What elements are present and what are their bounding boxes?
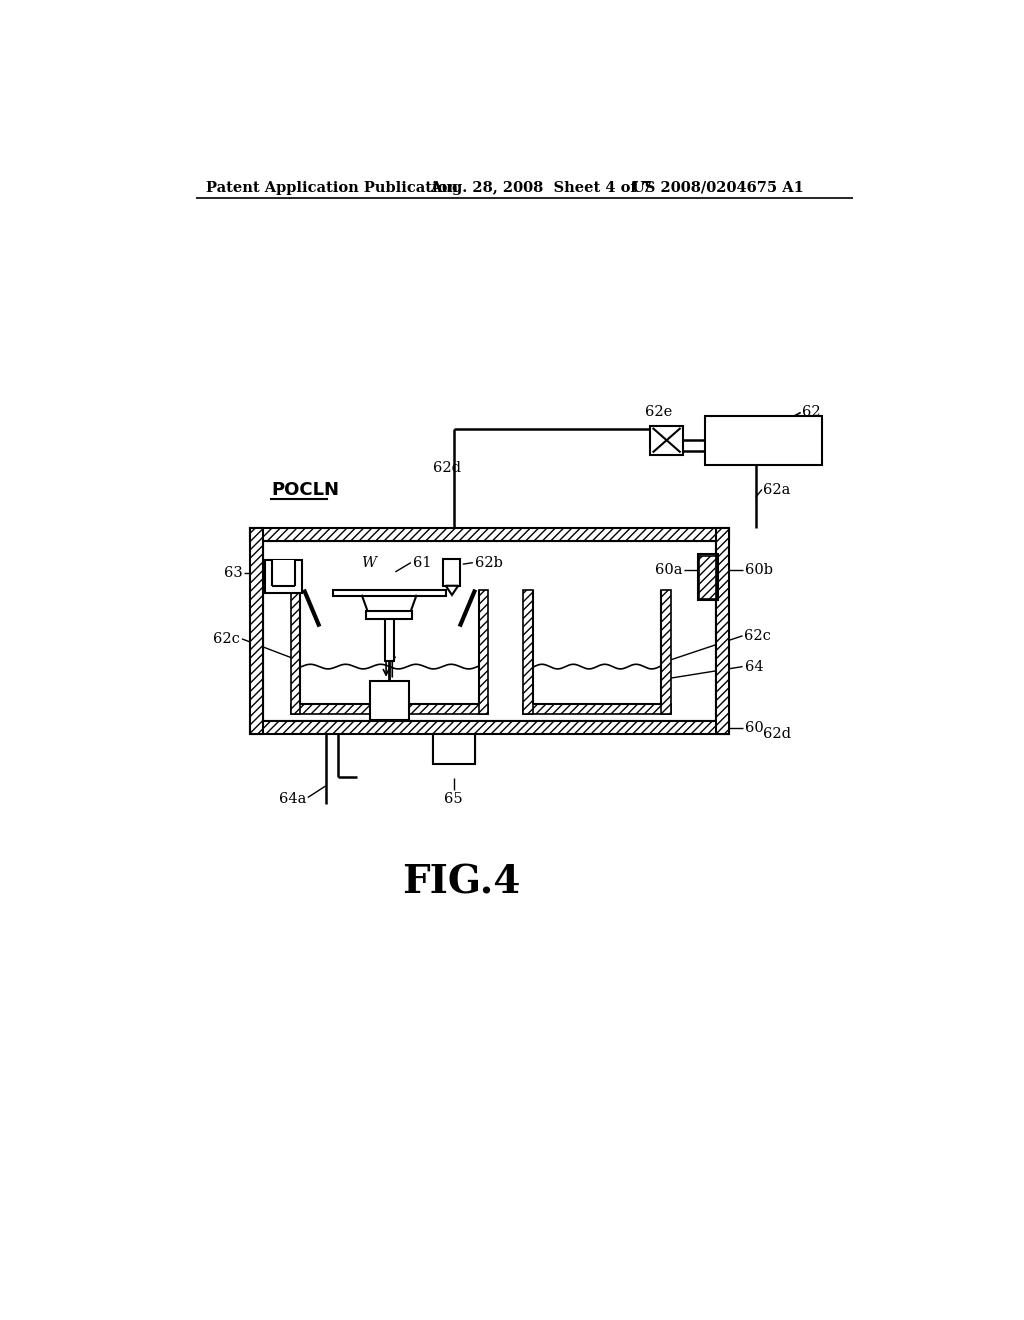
Text: W: W (360, 556, 376, 570)
Bar (250, 528, 263, 734)
Text: 62a: 62a (764, 483, 791, 496)
Bar (263, 541, 716, 721)
Text: 62b: 62b (475, 556, 503, 570)
Text: 62: 62 (802, 405, 821, 420)
Text: FIG.4: FIG.4 (402, 863, 520, 902)
Bar (650, 425, 683, 455)
Bar (523, 705, 671, 714)
Text: 62d: 62d (433, 461, 461, 475)
Text: 60a: 60a (655, 564, 683, 577)
Bar (250, 528, 729, 541)
Text: 60: 60 (744, 721, 764, 735)
Text: 65: 65 (444, 792, 463, 807)
Text: 61: 61 (414, 556, 432, 570)
Bar (250, 721, 729, 734)
Polygon shape (445, 586, 458, 595)
Bar (291, 705, 488, 714)
Bar (699, 556, 716, 599)
Text: POCLN: POCLN (271, 480, 339, 499)
Text: 62c: 62c (213, 632, 241, 645)
Bar (697, 554, 718, 601)
Text: Aug. 28, 2008  Sheet 4 of 7: Aug. 28, 2008 Sheet 4 of 7 (430, 181, 652, 194)
Text: 64: 64 (744, 660, 764, 673)
Bar (385, 618, 394, 661)
Bar (706, 416, 821, 465)
Bar (300, 590, 479, 705)
Bar (334, 590, 445, 595)
Bar (272, 560, 295, 586)
Text: 64a: 64a (279, 792, 306, 807)
Text: 62e: 62e (645, 405, 673, 418)
Bar (479, 590, 488, 714)
Text: 63: 63 (224, 566, 243, 579)
Text: 62d: 62d (764, 727, 792, 742)
Bar (523, 590, 532, 714)
Bar (662, 590, 671, 714)
Text: US 2008/0204675 A1: US 2008/0204675 A1 (632, 181, 804, 194)
Bar (532, 590, 662, 705)
Bar (443, 558, 461, 586)
Text: 62c: 62c (744, 628, 771, 643)
Bar (432, 734, 475, 763)
Bar (370, 681, 409, 719)
Text: 60b: 60b (744, 564, 773, 577)
Bar (265, 560, 302, 593)
Text: CLEANING
LIQUID SOURCE: CLEANING LIQUID SOURCE (706, 426, 822, 454)
Bar (716, 528, 729, 734)
Text: Patent Application Publication: Patent Application Publication (206, 181, 458, 194)
Bar (366, 611, 413, 619)
Bar (291, 590, 300, 714)
